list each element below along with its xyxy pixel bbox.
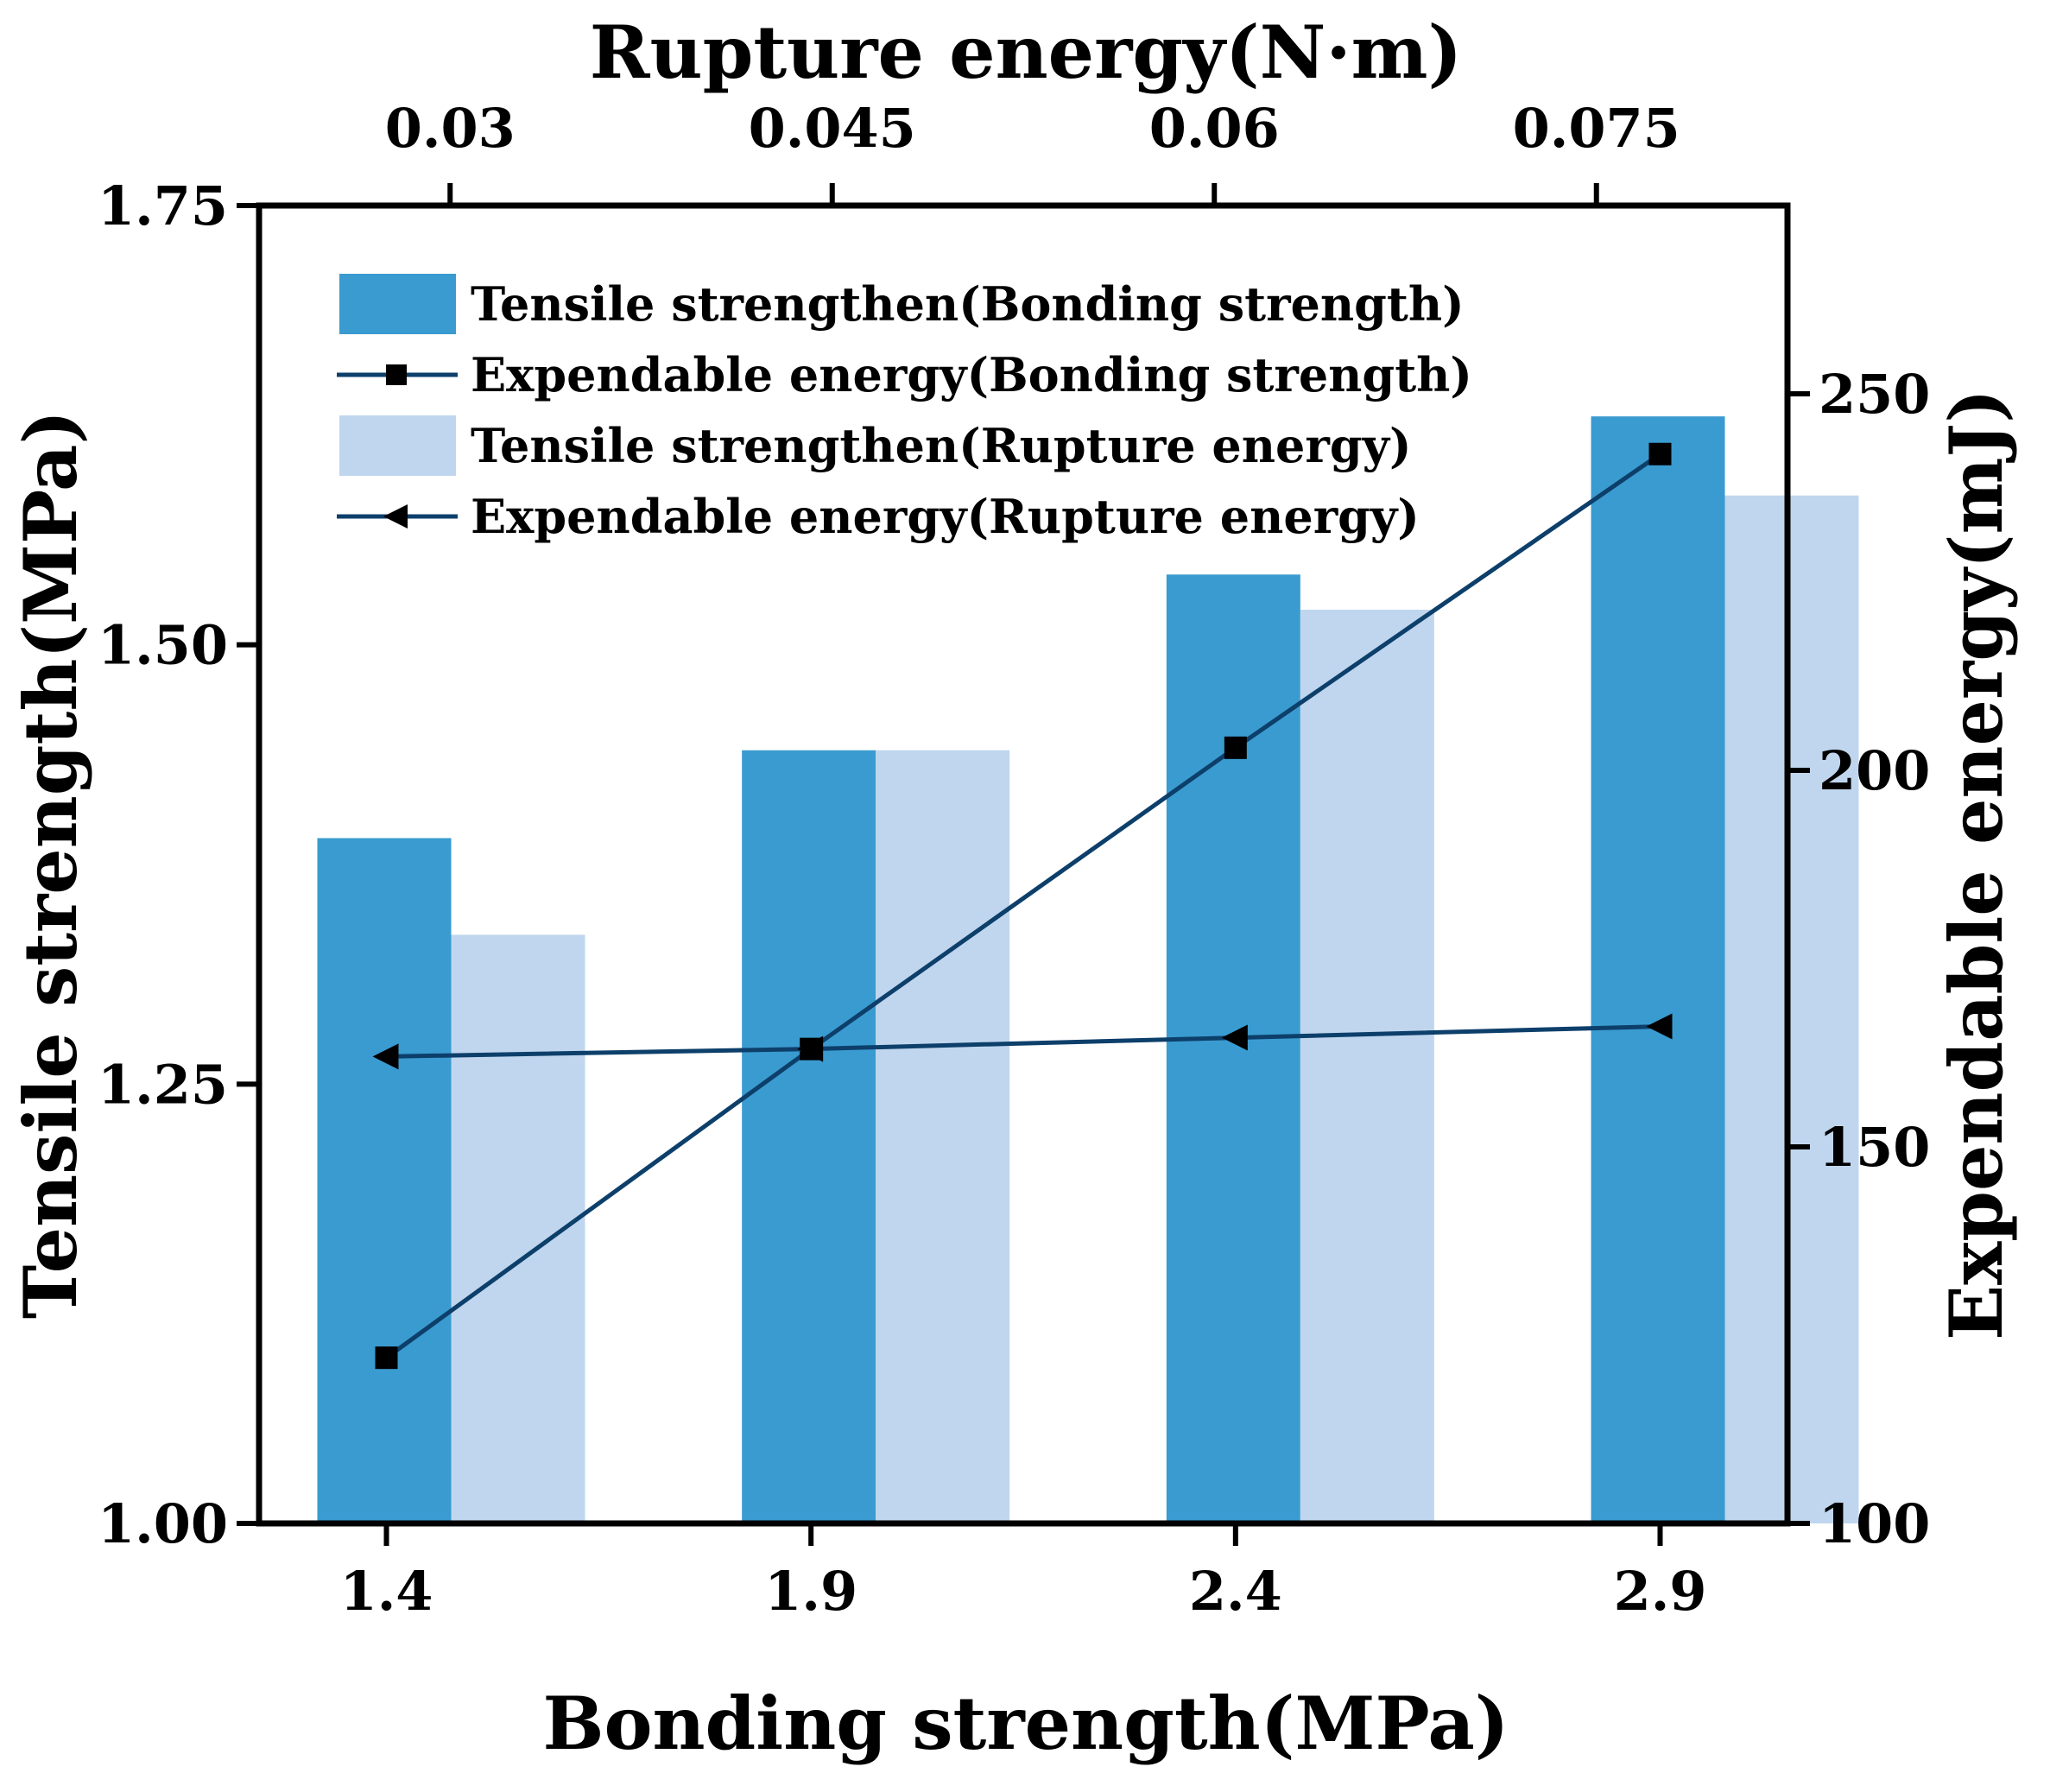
line-energy-bonding — [385, 452, 1661, 1360]
bottom-tick-label-1.4: 1.4 — [340, 1560, 433, 1623]
bottom-tick-label-1.9: 1.9 — [764, 1560, 857, 1623]
left-tick-label-1.75: 1.75 — [98, 174, 228, 237]
left-tick-label-1.50: 1.50 — [98, 614, 228, 677]
left-tick-label-1.25: 1.25 — [98, 1053, 228, 1116]
right-tick-label-150: 150 — [1819, 1116, 1930, 1179]
ticks-layer: 1.00 1.25 1.50 1.75 100 150 200 250 1.4 1.9 2.4 2.9… — [98, 97, 1930, 1623]
top-axis-title: Rupture energy(N·m) — [590, 9, 1463, 95]
right-tick-label-100: 100 — [1819, 1492, 1930, 1555]
top-tick-label-0.03: 0.03 — [385, 97, 516, 160]
marker-energy-bonding-2.4 — [1224, 736, 1247, 759]
bottom-tick-label-2.9: 2.9 — [1614, 1560, 1707, 1623]
top-tick-label-0.045: 0.045 — [749, 97, 916, 160]
bar-bonding-strength-2.4 — [1166, 574, 1300, 1523]
bar-bonding-strength-1.4 — [317, 838, 452, 1523]
bars-layer — [317, 416, 1859, 1523]
right-tick-label-200: 200 — [1819, 739, 1930, 802]
legend-label-2: Tensile strengthen(Rupture energy) — [471, 418, 1412, 473]
marker-energy-bonding-1.4 — [375, 1346, 398, 1370]
bar-rupture-energy-2.4 — [1300, 609, 1434, 1523]
bar-bonding-strength-1.9 — [742, 750, 876, 1523]
legend-marker-1 — [386, 364, 407, 385]
top-tick-label-0.06: 0.06 — [1149, 97, 1280, 160]
line-energy-rupture — [386, 1024, 1661, 1059]
bar-bonding-strength-2.9 — [1591, 416, 1725, 1523]
marker-energy-rupture-2.9 — [1646, 1013, 1673, 1040]
legend-swatch-2 — [339, 415, 456, 476]
legend-label-0: Tensile strengthen(Bonding strength) — [471, 276, 1465, 332]
right-axis-title: Expendable energy(mJ) — [1933, 389, 2019, 1340]
bottom-tick-label-2.4: 2.4 — [1189, 1560, 1282, 1623]
left-axis-title: Tensile strength(MPa) — [8, 410, 93, 1319]
right-tick-label-250: 250 — [1819, 363, 1930, 426]
bar-rupture-energy-1.9 — [876, 750, 1010, 1523]
legend: Tensile strengthen(Bonding strength) Expe… — [337, 274, 1472, 544]
marker-energy-rupture-1.4 — [372, 1043, 399, 1070]
lines-layer — [372, 442, 1673, 1370]
marker-energy-bonding-2.9 — [1648, 442, 1672, 465]
left-tick-label-1.00: 1.00 — [98, 1492, 228, 1555]
plot-frame — [256, 202, 1791, 1527]
marker-energy-rupture-1.9 — [797, 1035, 824, 1062]
legend-marker-3 — [383, 504, 408, 529]
top-tick-label-0.075: 0.075 — [1513, 97, 1680, 160]
legend-label-3: Expendable energy(Rupture energy) — [471, 489, 1420, 544]
legend-label-1: Expendable energy(Bonding strength) — [471, 347, 1472, 402]
marker-energy-rupture-2.4 — [1221, 1024, 1248, 1051]
legend-swatch-0 — [339, 274, 456, 334]
bottom-axis-title: Bonding strength(MPa) — [542, 1681, 1509, 1766]
bar-rupture-energy-2.9 — [1724, 495, 1859, 1523]
